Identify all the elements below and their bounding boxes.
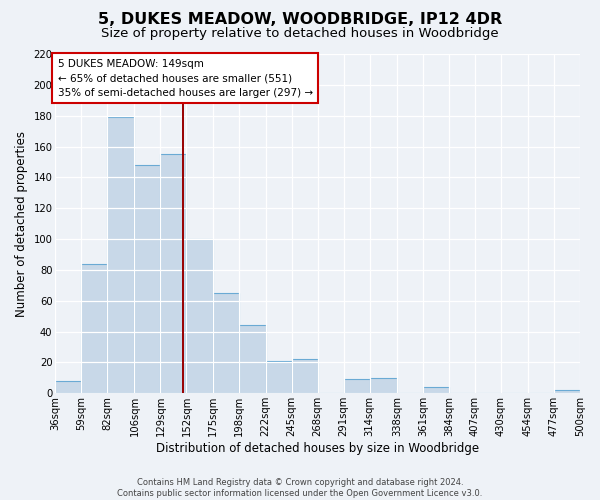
Bar <box>370 378 397 394</box>
Bar <box>292 360 317 394</box>
Bar <box>239 326 266 394</box>
Text: 5 DUKES MEADOW: 149sqm
← 65% of detached houses are smaller (551)
35% of semi-de: 5 DUKES MEADOW: 149sqm ← 65% of detached… <box>58 58 313 98</box>
X-axis label: Distribution of detached houses by size in Woodbridge: Distribution of detached houses by size … <box>156 442 479 455</box>
Text: 5, DUKES MEADOW, WOODBRIDGE, IP12 4DR: 5, DUKES MEADOW, WOODBRIDGE, IP12 4DR <box>98 12 502 28</box>
Bar <box>134 165 160 394</box>
Y-axis label: Number of detached properties: Number of detached properties <box>15 130 28 316</box>
Text: Contains HM Land Registry data © Crown copyright and database right 2024.
Contai: Contains HM Land Registry data © Crown c… <box>118 478 482 498</box>
Bar <box>554 390 580 394</box>
Bar <box>212 293 239 394</box>
Bar <box>82 264 107 394</box>
Bar <box>55 381 82 394</box>
Bar <box>160 154 187 394</box>
Bar <box>423 387 449 394</box>
Bar <box>266 361 292 394</box>
Text: Size of property relative to detached houses in Woodbridge: Size of property relative to detached ho… <box>101 28 499 40</box>
Bar <box>107 117 134 394</box>
Bar <box>344 380 370 394</box>
Bar <box>187 239 212 394</box>
